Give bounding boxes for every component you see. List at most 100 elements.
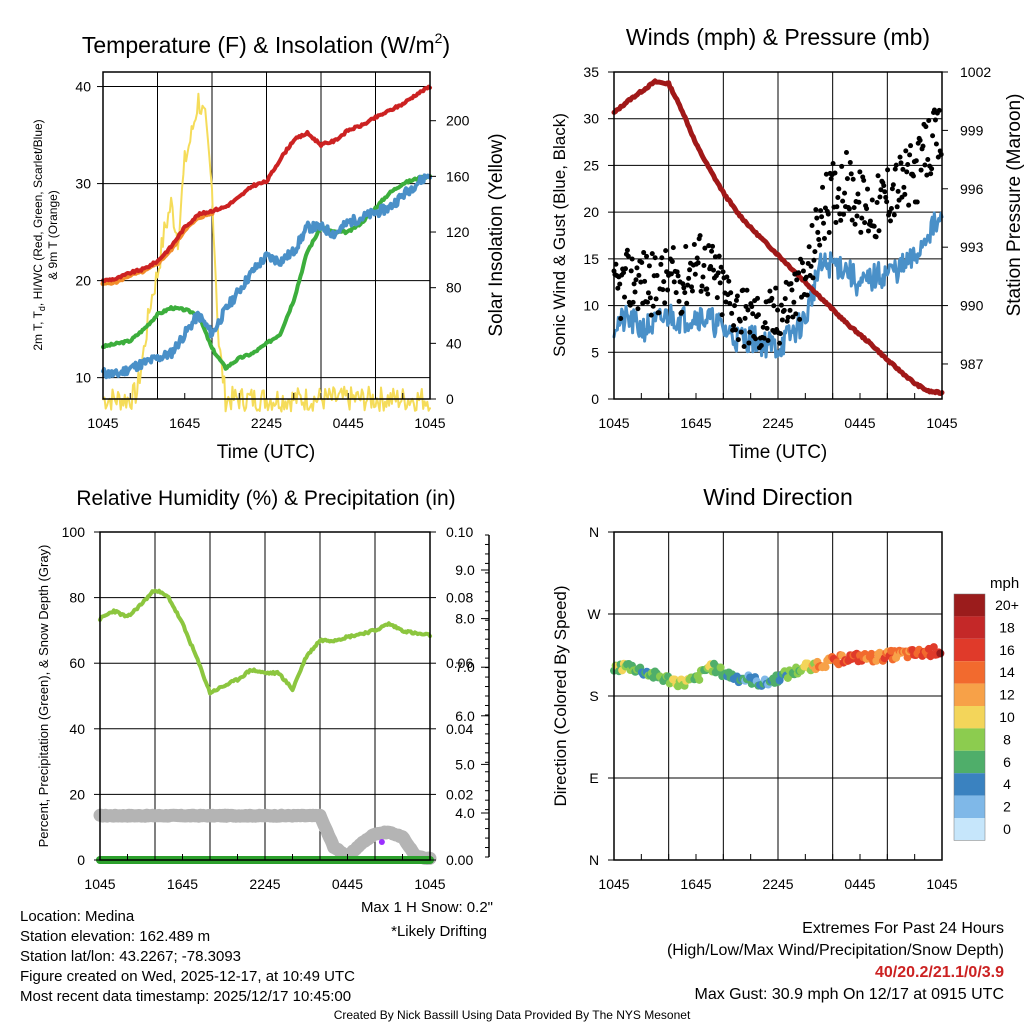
gust-point [635,306,641,312]
gust-point [724,274,730,280]
humidity-title: Relative Humidity (%) & Precipitation (i… [76,487,455,510]
gust-point [740,287,746,293]
gust-point [618,316,624,322]
y-right-tick-label: 0.00 [446,852,473,868]
gust-point [929,166,935,172]
gust-point [839,163,845,169]
direction-point [821,663,830,672]
gust-point [809,222,815,228]
y-tick-label: 0 [591,391,599,407]
drift-note: *Likely Drifting [391,923,487,940]
colorbar-frame [953,593,986,841]
gust-point [779,317,785,323]
gust-point [891,212,897,218]
gust-point [821,236,827,242]
gust-point [642,278,648,284]
gust-point [681,285,687,291]
direction-ylabel-left: Direction (Colored By Speed) [551,585,570,806]
gust-point [701,262,707,268]
gust-point [749,304,755,310]
colorbar-label: 16 [999,642,1015,658]
gust-point [621,270,627,276]
y-right-tick-label: 0.06 [446,655,473,671]
gust-point [908,143,914,149]
gust-point [659,255,665,261]
y-tick-label: 20 [583,204,599,220]
gust-point [876,228,882,234]
y-right-tick-label: 40 [446,335,462,351]
gust-point [673,290,679,296]
gust-point [708,263,714,269]
direction-point [936,649,945,658]
gust-point [632,289,638,295]
y-right-tick-label: 996 [960,181,984,197]
winds-xlabel: Time (UTC) [729,442,828,463]
gust-point [898,160,904,166]
gust-point [903,148,909,154]
gust-point [715,270,721,276]
colorbar-swatch [954,728,985,751]
gust-point [769,295,775,301]
gust-point [888,206,894,212]
gust-point [705,291,711,297]
gust-point [695,260,701,266]
colorbar-label: 4 [1003,776,1011,792]
gust-point [897,154,903,160]
temperature-x-ticks: 1045 1645 2245 0445 1045 [87,393,446,431]
gust-point [914,199,920,205]
gust-point [674,269,680,275]
gust-point [922,162,928,168]
gust-point [830,160,836,166]
y-right-tick-label: 0.04 [446,721,473,737]
y-right-tick-label: 993 [960,239,984,255]
gust-point [746,340,752,346]
gust-point [892,166,898,172]
temperature-xlabel: Time (UTC) [217,442,316,463]
gust-point [894,204,900,210]
station-info: Location: Medina Station elevation: 162.… [20,907,355,1007]
temp-2m-line [101,84,432,284]
y-tick-label: 20 [75,273,91,289]
extremes-title: Extremes For Past 24 Hours [802,920,1004,937]
y-right-tick-label: 999 [960,122,984,138]
x-tick-label: 1045 [598,876,629,892]
gust-point [938,151,944,157]
gust-point [727,301,733,307]
gust-point [747,329,753,335]
x-tick-label: 0445 [844,415,875,431]
y-tick-label: N [589,852,599,868]
gust-point [720,269,726,275]
gust-point [936,107,942,113]
gust-point [837,211,843,217]
x-tick-label: 1045 [926,415,957,431]
gust-point [661,279,667,285]
winds-panel: Winds (mph) & Pressure (mb) 0 5 10 15 20 25 30… [550,24,1024,463]
gust-point [832,170,838,176]
direction-point [716,663,725,672]
y-tick-label: 5 [591,344,599,360]
gust-point [815,229,821,235]
x-tick-label: 1645 [167,876,198,892]
gust-point [789,287,795,293]
gust-point [710,243,716,249]
colorbar-swatch [954,661,985,684]
winds-grid [613,71,943,400]
y-tick-label: 0 [77,852,85,868]
gust-point [732,327,738,333]
direction-point [867,649,876,658]
gust-point [834,204,840,210]
y-tick-label: S [589,688,598,704]
gust-point [800,268,806,274]
gust-point [924,172,930,178]
y-right-tick-label: 0.08 [446,590,473,606]
gust-point [887,209,893,215]
gust-point [622,266,628,272]
gust-point [699,283,705,289]
gust-point [712,254,718,260]
gust-point [913,158,919,164]
gust-point [859,215,865,221]
gust-point [933,141,939,147]
colorbar-label: 12 [999,687,1015,703]
gust-point [865,228,871,234]
station-latlon: Station lat/lon: 43.2267; -78.3093 [20,948,242,965]
